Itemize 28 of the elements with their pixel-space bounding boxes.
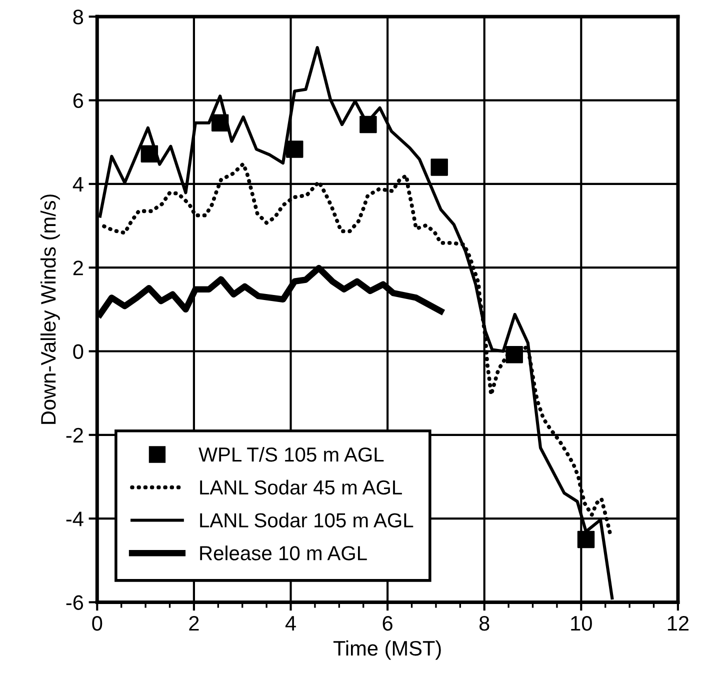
x-tick-label: 8	[479, 616, 490, 631]
point	[430, 158, 448, 176]
legend-label: LANL Sodar 45 m AGL	[200, 480, 402, 495]
x-tick-label: 10	[571, 616, 592, 631]
y-tick-label: 0	[73, 344, 84, 360]
y-tick-label: -6	[66, 595, 84, 610]
y-tick-label: 4	[72, 177, 84, 192]
x-tick-label: 4	[285, 616, 296, 631]
x-tick-label: 0	[92, 616, 102, 631]
y-tick-label: 6	[73, 93, 84, 108]
point	[360, 116, 377, 134]
legend-label: Release 10 m AGL	[200, 546, 367, 560]
x-axis-title: Time (MST)	[333, 640, 441, 660]
legend-label: LANL Sodar 105 m AGL	[200, 512, 414, 528]
point	[211, 114, 229, 132]
y-tick-label: 2	[73, 260, 83, 276]
point	[140, 145, 158, 162]
y-tick-label: -2	[66, 428, 83, 442]
point	[286, 140, 304, 158]
y-tick-label: 8	[73, 10, 84, 24]
x-tick-label: 6	[382, 616, 392, 631]
legend-label: WPL T/S 105 m AGL	[198, 446, 384, 462]
x-tick-label: 12	[668, 616, 688, 631]
y-tick-label: -4	[66, 512, 84, 526]
point	[577, 530, 595, 548]
y-axis-title: Down-Valley Winds (m/s)	[40, 194, 60, 424]
x-tick-label: 2	[189, 616, 199, 631]
point	[506, 346, 523, 364]
